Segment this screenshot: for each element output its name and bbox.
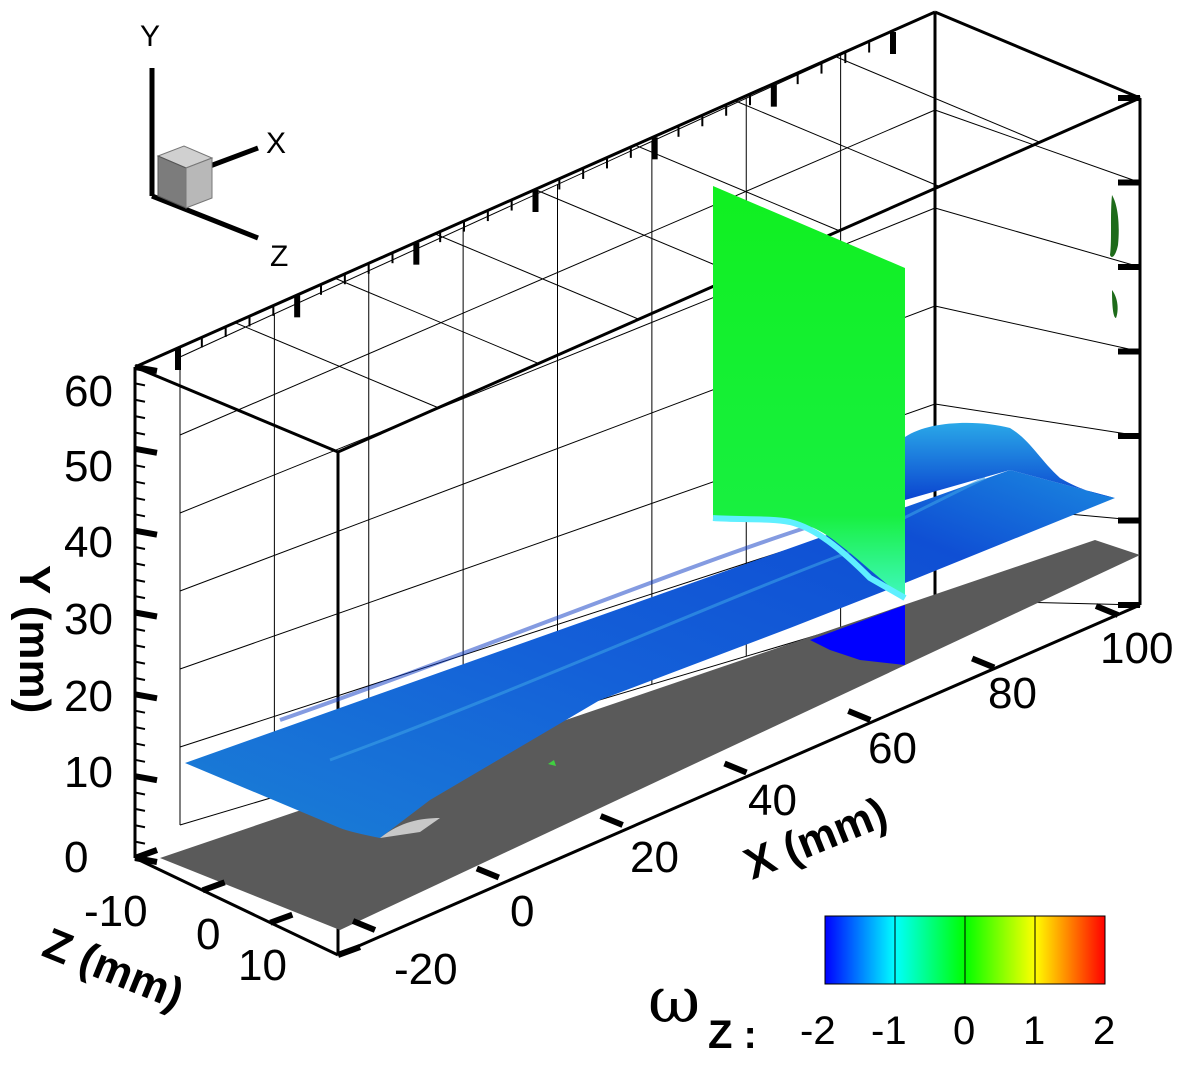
y-tick-label: 20 (64, 672, 113, 721)
colorbar-tick: 1 (1023, 1009, 1045, 1053)
grid-line (934, 305, 1141, 352)
y-minor-tick (134, 496, 146, 501)
y-major-tick (134, 445, 158, 456)
y-minor-tick (134, 382, 146, 387)
y-minor-tick (134, 676, 146, 681)
y-minor-tick (134, 807, 146, 812)
grid-line (534, 189, 740, 276)
grid-line (234, 322, 439, 409)
colorbar-tick: -2 (800, 1009, 836, 1053)
y-minor-tick (134, 742, 146, 747)
box-edge (134, 365, 339, 454)
grid-line (934, 207, 1141, 268)
grid-line (834, 55, 1040, 143)
triad-cube-right (185, 157, 213, 209)
x-major-tick (599, 813, 624, 828)
box-edge (337, 603, 1141, 957)
y-minor-tick (134, 480, 146, 485)
y-axis-tick-labels: 0 10 20 30 40 50 60 (64, 367, 113, 882)
y-tick-label: 10 (64, 748, 113, 797)
grid-line (634, 144, 840, 232)
box-edge (934, 10, 1141, 100)
y-minor-tick (134, 415, 146, 420)
x-major-tick (847, 708, 872, 723)
y-minor-tick (134, 595, 146, 600)
y-major-tick (134, 691, 158, 702)
y-minor-tick (134, 644, 146, 649)
colorbar-tick: 0 (953, 1009, 975, 1053)
y-minor-tick (134, 824, 146, 829)
z-major-tick (269, 911, 294, 926)
triad-label-x: X (266, 127, 286, 160)
colorbar-legend: ω Z : -2 -1 0 1 2 (648, 915, 1115, 1057)
z-tick-label: 0 (196, 910, 220, 959)
triad-label-z: Z (270, 240, 288, 273)
axis-ticks (133, 32, 1140, 958)
y-minor-tick (134, 627, 146, 632)
x-major-tick (971, 655, 996, 671)
x-tick-label: 60 (868, 724, 917, 773)
colorbar-title: ω (648, 964, 700, 1038)
x-tick-label: 100 (1100, 624, 1173, 673)
colorbar-subscript: Z : (708, 1013, 757, 1057)
y-minor-tick (134, 758, 146, 763)
y-major-tick (134, 609, 158, 620)
grid-line (334, 277, 539, 364)
y-tick-label: 40 (64, 518, 113, 567)
colorbar-tick: 2 (1093, 1009, 1115, 1053)
x-major-tick (475, 865, 500, 881)
colorbar-tick: -1 (871, 1009, 907, 1053)
box-edge (134, 856, 339, 957)
grid-line (434, 233, 639, 320)
y-minor-tick (134, 791, 146, 796)
x-major-tick (723, 760, 748, 776)
y-tick-label: 60 (64, 367, 113, 416)
x-tick-label: -20 (394, 945, 458, 994)
grid-line (934, 403, 1141, 437)
y-major-tick (134, 527, 158, 538)
y-minor-tick (134, 464, 146, 469)
orientation-triad: Y X Z (140, 20, 288, 273)
x-major-tick (1094, 603, 1120, 618)
z-tick-label: -10 (84, 887, 148, 936)
y-tick-label: 30 (64, 595, 113, 644)
y-minor-tick (134, 709, 146, 714)
x-tick-label: 40 (748, 776, 797, 825)
y-major-tick (134, 773, 158, 784)
y-axis-title: Y (mm) (10, 565, 59, 713)
z-major-tick (201, 879, 226, 894)
grid-line (934, 109, 1141, 183)
x-tick-label: 80 (988, 669, 1037, 718)
y-minor-tick (134, 398, 146, 403)
y-tick-label: 0 (64, 833, 88, 882)
far-wall-marks (1110, 195, 1119, 318)
y-minor-tick (134, 562, 146, 567)
y-tick-label: 50 (64, 442, 113, 491)
z-axis-tick-labels: -10 0 10 (84, 887, 287, 990)
y-minor-tick (134, 546, 146, 551)
x-tick-label: 20 (630, 833, 679, 882)
y-minor-tick (134, 431, 146, 436)
slice-plane (712, 186, 907, 601)
y-minor-tick (134, 660, 146, 665)
z-major-tick (133, 847, 159, 861)
z-tick-label: 10 (238, 941, 287, 990)
x-axis-tick-labels: -20 0 20 40 60 80 100 (394, 624, 1173, 994)
y-minor-tick (134, 840, 146, 845)
x-tick-label: 0 (510, 887, 534, 936)
y-major-tick (134, 364, 158, 374)
y-minor-tick (134, 513, 146, 518)
box-edge (134, 10, 936, 369)
x-major-tick (351, 918, 377, 933)
triad-label-y: Y (140, 20, 160, 53)
y-minor-tick (134, 726, 146, 731)
grid-line (179, 11, 936, 358)
y-minor-tick (134, 578, 146, 583)
grid-line (734, 100, 940, 187)
grid-line (179, 109, 936, 436)
z-major-tick (336, 944, 362, 958)
